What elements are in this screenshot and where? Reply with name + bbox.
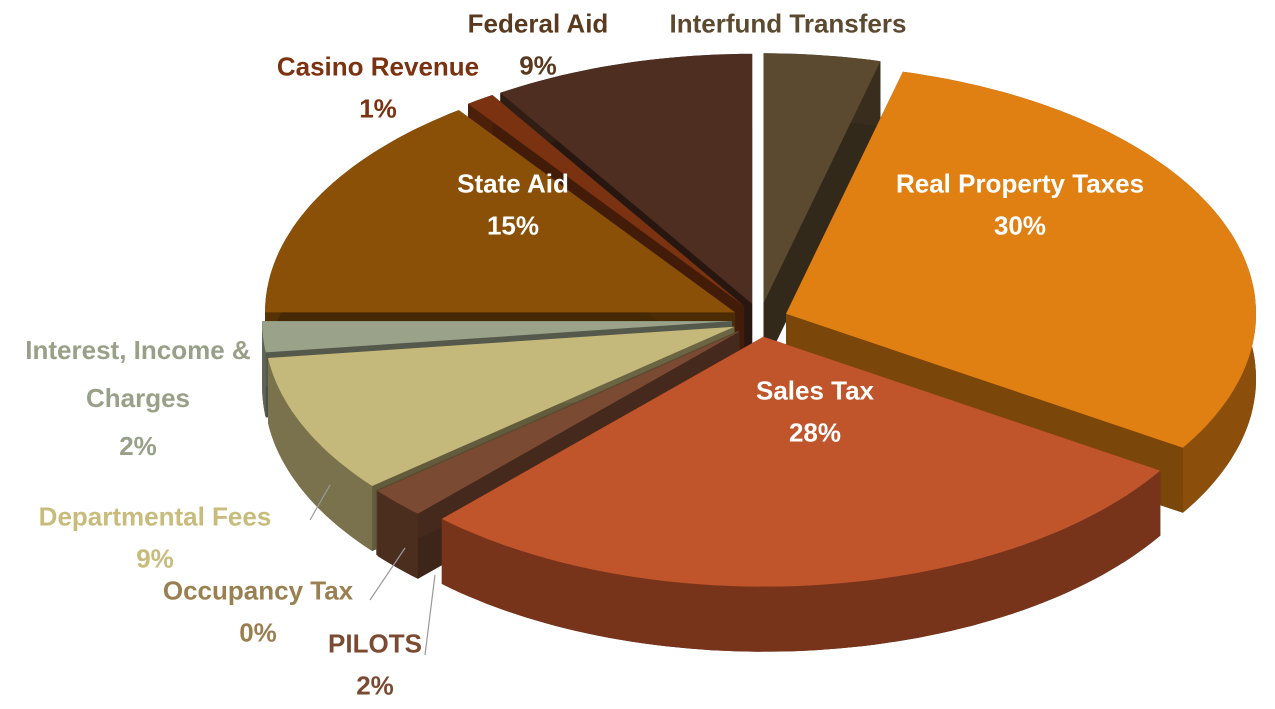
data-label: Departmental Fees 9% bbox=[39, 496, 272, 579]
slice bbox=[376, 330, 739, 491]
value-label: 1% bbox=[359, 93, 397, 123]
data-label: Interfund Transfers 4% bbox=[670, 3, 907, 86]
slice-side bbox=[763, 61, 881, 369]
slice bbox=[377, 331, 740, 514]
slice-side bbox=[262, 321, 266, 418]
leader-line bbox=[424, 574, 436, 656]
data-label: Interest, Income & Charges 2% bbox=[0, 326, 283, 470]
slice bbox=[468, 95, 745, 307]
slice bbox=[265, 110, 736, 313]
data-label: Real Property Taxes 30% bbox=[896, 163, 1144, 246]
slice bbox=[786, 71, 1256, 448]
data-label: State Aid 15% bbox=[457, 163, 569, 246]
slice bbox=[500, 53, 753, 304]
slice-side bbox=[441, 470, 1161, 652]
category-label: Interest, Income & Charges bbox=[25, 334, 251, 413]
category-label: State Aid bbox=[457, 168, 569, 199]
category-label: Sales Tax bbox=[755, 375, 875, 406]
slice bbox=[268, 326, 735, 486]
slice bbox=[262, 321, 733, 353]
value-label: 4% bbox=[769, 50, 807, 80]
value-label: 9% bbox=[519, 50, 557, 80]
data-label: Federal Aid 9% bbox=[468, 3, 609, 86]
data-label: Casino Revenue 1% bbox=[277, 46, 479, 129]
leader-line bbox=[369, 547, 406, 601]
slice-side bbox=[268, 358, 373, 551]
value-label: 28% bbox=[788, 417, 842, 447]
value-label: 30% bbox=[993, 210, 1047, 240]
value-label: 0% bbox=[239, 617, 277, 647]
leader-line bbox=[309, 484, 331, 521]
category-label: Occupancy Tax bbox=[162, 575, 354, 606]
slice bbox=[763, 53, 881, 304]
category-label: Departmental Fees bbox=[38, 501, 272, 532]
category-label: Casino Revenue bbox=[276, 51, 480, 82]
category-label: Real Property Taxes bbox=[895, 168, 1145, 199]
category-label: Interfund Transfers bbox=[669, 8, 907, 39]
slice-side bbox=[377, 490, 418, 579]
data-label: Sales Tax 28% bbox=[756, 370, 874, 453]
category-label: PILOTS bbox=[328, 628, 422, 659]
category-label: Federal Aid bbox=[467, 8, 609, 39]
slice-side bbox=[377, 331, 740, 556]
slice-group bbox=[441, 336, 1161, 652]
value-label: 2% bbox=[119, 431, 157, 462]
value-label: 15% bbox=[486, 210, 540, 240]
data-label: PILOTS 2% bbox=[328, 623, 422, 706]
value-label: 9% bbox=[136, 543, 174, 573]
data-label: Occupancy Tax 0% bbox=[163, 570, 353, 653]
slice bbox=[441, 336, 1161, 587]
value-label: 2% bbox=[356, 670, 394, 700]
